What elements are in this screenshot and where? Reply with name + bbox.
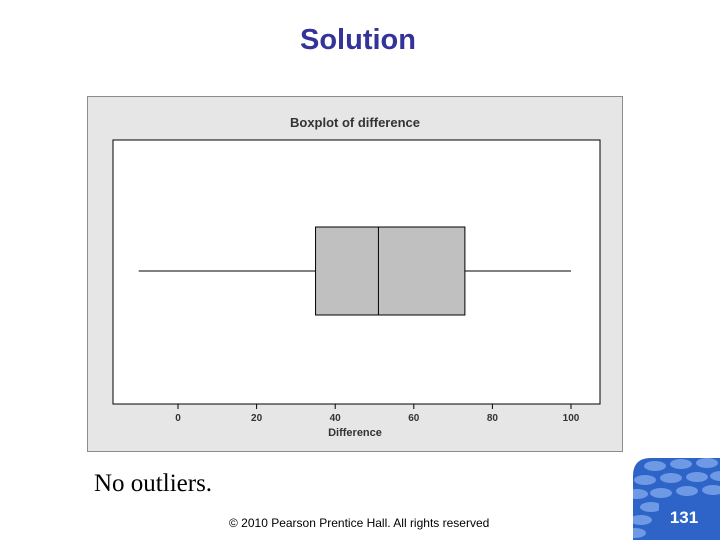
page-badge-icon xyxy=(633,458,720,540)
x-axis-label: Difference xyxy=(328,427,382,439)
boxplot-chart: Boxplot of difference 0 20 40 60 80 100 Diffe… xyxy=(112,115,601,439)
x-tick-label: 20 xyxy=(251,413,263,424)
chart-frame: Boxplot of difference 0 20 40 60 80 100 Diffe… xyxy=(87,96,623,452)
page-number: 131 xyxy=(669,508,699,527)
x-tick-label: 100 xyxy=(563,413,580,424)
boxplot-group xyxy=(138,226,571,316)
chart-title: Boxplot of difference xyxy=(290,115,420,130)
copyright-text: © 2010 Pearson Prentice Hall. All rights… xyxy=(229,516,490,530)
x-tick-label: 40 xyxy=(330,413,342,424)
slide-title: Solution xyxy=(300,24,416,56)
interquartile-box xyxy=(315,226,466,316)
x-tick-label: 0 xyxy=(175,413,181,424)
x-tick-label: 60 xyxy=(408,413,420,424)
x-tick-label: 80 xyxy=(487,413,499,424)
x-axis: 0 20 40 60 80 100 xyxy=(175,404,580,424)
caption-text: No outliers. xyxy=(94,470,213,497)
